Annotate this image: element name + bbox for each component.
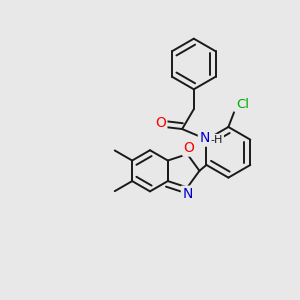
Text: N: N	[182, 187, 193, 201]
Text: O: O	[155, 116, 166, 130]
Text: O: O	[184, 141, 194, 155]
Text: Cl: Cl	[236, 98, 249, 111]
Text: N: N	[199, 131, 209, 146]
Text: -H: -H	[211, 135, 223, 145]
